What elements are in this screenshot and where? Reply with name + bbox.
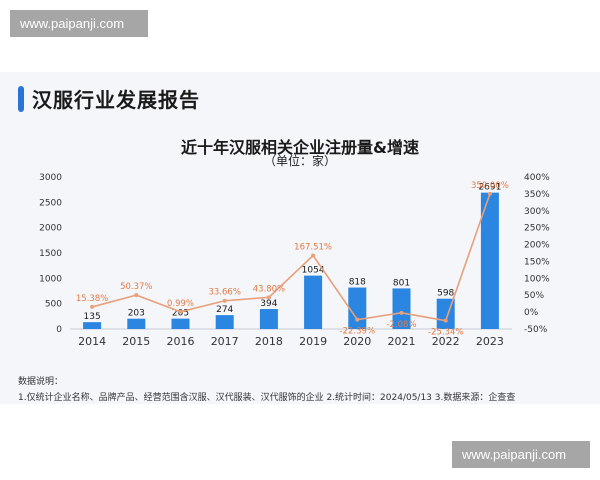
bar-value-label: 394 bbox=[260, 299, 277, 309]
y-right-tick-label: 250% bbox=[524, 224, 550, 234]
growth-value-label: 15.38% bbox=[76, 294, 108, 304]
growth-value-label: 50.37% bbox=[120, 282, 152, 292]
bar-value-label: 598 bbox=[437, 289, 454, 299]
report-panel: 汉服行业发展报告 近十年汉服相关企业注册量&增速 （单位：家） 0 500 1000… bbox=[0, 72, 600, 404]
bar bbox=[480, 192, 499, 329]
y-right-tick-label: 150% bbox=[524, 257, 550, 267]
growth-value-label: -2.08% bbox=[386, 320, 416, 330]
y-left-tick-label: 0 bbox=[56, 325, 62, 335]
growth-point bbox=[222, 298, 227, 303]
x-tick-label: 2015 bbox=[122, 335, 150, 348]
notes: 数据说明： 1.仅统计企业名称、品牌产品、经营范围含汉服、汉代服装、汉代服饰的企… bbox=[18, 374, 515, 406]
x-tick-label: 2018 bbox=[255, 335, 283, 348]
y-right-tick-label: 50% bbox=[524, 291, 544, 301]
bar bbox=[215, 315, 234, 329]
y-left-tick-label: 3000 bbox=[39, 173, 62, 183]
bar bbox=[392, 288, 411, 329]
growth-point bbox=[355, 317, 360, 322]
chart-subtitle: （单位：家） bbox=[263, 154, 336, 168]
chart-svg: 0 500 1000 1500 2000 2500 3000 -50% 0% 50% 100% 150… bbox=[39, 173, 550, 348]
growth-point bbox=[134, 293, 139, 298]
x-tick-label: 2014 bbox=[78, 335, 106, 348]
growth-point bbox=[178, 309, 183, 314]
x-tick-label: 2016 bbox=[167, 335, 195, 348]
y-right-tick-label: 350% bbox=[524, 190, 550, 200]
growth-value-label: -25.34% bbox=[428, 328, 463, 338]
bar-value-label: 2691 bbox=[478, 183, 501, 193]
y-right-tick-label: -50% bbox=[524, 325, 548, 335]
growth-value-label: 33.66% bbox=[208, 288, 240, 298]
y-left-tick-label: 1000 bbox=[39, 274, 62, 284]
bar bbox=[259, 309, 278, 329]
notes-heading: 数据说明： bbox=[18, 377, 64, 387]
growth-point bbox=[311, 253, 316, 258]
y-left-tick-label: 1500 bbox=[39, 249, 62, 259]
growth-value-label: 350.00% bbox=[471, 181, 509, 191]
growth-value-label: -22.39% bbox=[340, 327, 375, 337]
chart-title: 近十年汉服相关企业注册量&增速 bbox=[181, 138, 419, 157]
growth-value-label: 167.51% bbox=[294, 243, 332, 253]
growth-point bbox=[399, 310, 404, 315]
notes-line: 1.仅统计企业名称、品牌产品、经营范围含汉服、汉代服装、汉代服饰的企业 2.统计… bbox=[18, 393, 516, 403]
bar-value-label: 818 bbox=[349, 278, 366, 288]
x-tick-label: 2022 bbox=[432, 335, 460, 348]
title-accent-bar bbox=[18, 86, 24, 112]
bar-value-label: 274 bbox=[216, 305, 233, 315]
watermark-bottom: www.paipanji.com bbox=[452, 441, 590, 468]
bar bbox=[304, 275, 323, 329]
y-right-tick-label: 200% bbox=[524, 241, 550, 251]
watermark-top: www.paipanji.com bbox=[10, 10, 148, 37]
y-left-tick-label: 500 bbox=[45, 300, 62, 310]
growth-value-label: 0.99% bbox=[167, 299, 194, 309]
y-right-tick-label: 100% bbox=[524, 274, 550, 284]
bar-value-label: 203 bbox=[128, 309, 145, 319]
growth-point bbox=[266, 295, 271, 300]
growth-point bbox=[443, 318, 448, 323]
growth-point bbox=[90, 304, 95, 309]
x-tick-label: 2019 bbox=[299, 335, 327, 348]
bar bbox=[83, 322, 102, 329]
x-tick-label: 2020 bbox=[343, 335, 371, 348]
bar bbox=[171, 318, 190, 329]
x-tick-label: 2021 bbox=[388, 335, 416, 348]
bar-value-label: 1054 bbox=[302, 266, 325, 276]
bar bbox=[127, 318, 146, 329]
y-right-tick-label: 300% bbox=[524, 207, 550, 217]
y-left-tick-label: 2000 bbox=[39, 224, 62, 234]
x-tick-label: 2017 bbox=[211, 335, 239, 348]
bar-value-label: 135 bbox=[84, 312, 101, 322]
y-right-tick-label: 0% bbox=[524, 308, 539, 318]
bar bbox=[348, 287, 367, 329]
page-title: 汉服行业发展报告 bbox=[32, 88, 200, 112]
y-left-tick-label: 2500 bbox=[39, 198, 62, 208]
growth-value-label: 43.80% bbox=[253, 284, 285, 294]
growth-line bbox=[91, 193, 491, 322]
growth-point bbox=[487, 191, 492, 196]
y-right-tick-label: 400% bbox=[524, 173, 550, 183]
bar-value-label: 801 bbox=[393, 278, 410, 288]
x-tick-label: 2023 bbox=[476, 335, 504, 348]
